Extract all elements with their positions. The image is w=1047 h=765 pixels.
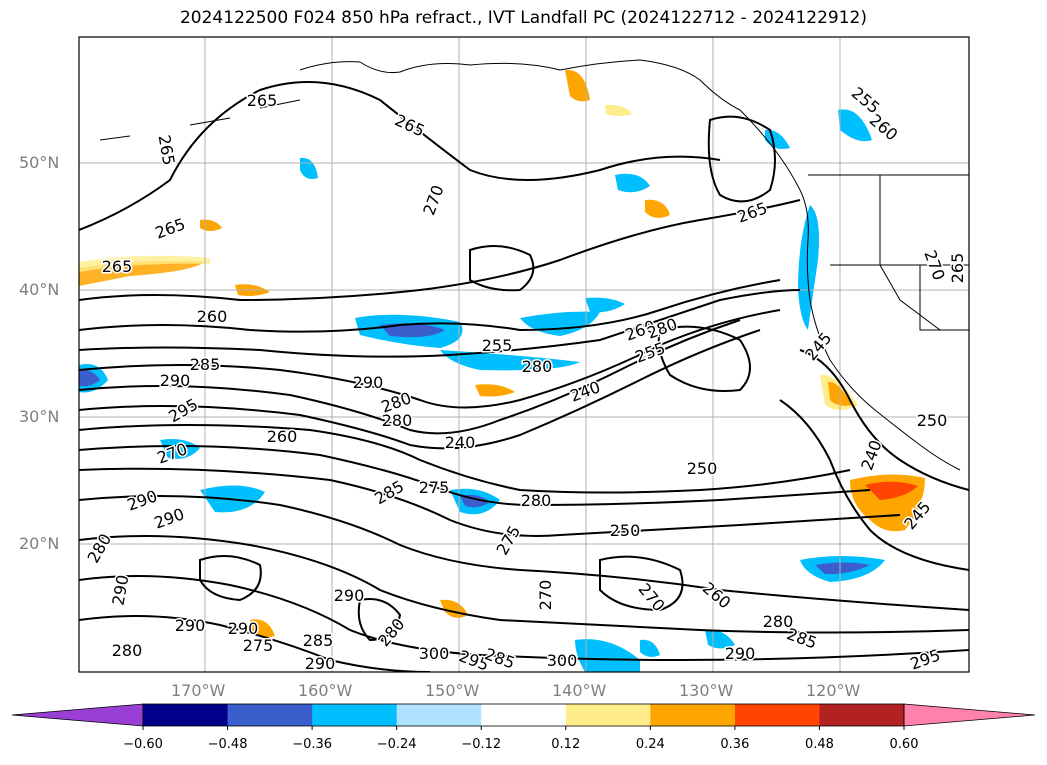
contour-label: 290 xyxy=(108,573,132,606)
contour-lines xyxy=(79,81,969,672)
colorbar-tick-label: 0.24 xyxy=(635,737,665,752)
colorbar-tick-label: 0.48 xyxy=(804,737,834,752)
colorbar-segment xyxy=(143,704,229,726)
contour-label: 265 xyxy=(102,257,133,276)
contour-label: 290 xyxy=(353,373,384,392)
contour-label: 280 xyxy=(382,411,413,430)
contour-label: 275 xyxy=(243,636,274,655)
contour-label: 290 xyxy=(725,644,756,663)
map-border xyxy=(78,36,970,673)
colorbar-tick-label: −0.24 xyxy=(376,737,417,752)
colorbar-segment xyxy=(396,704,482,726)
contour-label: 265 xyxy=(948,253,967,284)
contour-label: 300 xyxy=(547,651,578,670)
colorbar-tick-label: −0.12 xyxy=(461,737,502,752)
contour-label: 280 xyxy=(522,357,553,376)
contour-label: 290 xyxy=(305,654,336,673)
contour-label: 260 xyxy=(197,307,228,326)
map-title: 2024122500 F024 850 hPa refract., IVT La… xyxy=(179,8,867,28)
colorbar-border xyxy=(142,703,905,727)
contour-label: 280 xyxy=(521,491,552,510)
colorbar-tick-label: 0.60 xyxy=(889,737,919,752)
colorbar-tick-label: 0.36 xyxy=(720,737,750,752)
contour-label: 250 xyxy=(610,521,641,540)
colorbar-segment xyxy=(312,704,398,726)
latitude-tick-label: 20°N xyxy=(19,534,60,553)
contour-label: 300 xyxy=(419,644,450,663)
colorbar-segment xyxy=(481,704,567,726)
contour-label: 250 xyxy=(687,459,718,478)
colorbar-tick-label: −0.60 xyxy=(123,737,163,752)
longitude-tick-label: 150°W xyxy=(425,681,480,700)
contour-label: 285 xyxy=(303,631,334,650)
contour-label: 280 xyxy=(112,641,143,660)
longitude-tick-label: 160°W xyxy=(298,681,353,700)
longitude-tick-label: 140°W xyxy=(552,681,607,700)
colorbar-segment xyxy=(734,704,820,726)
latitude-tick-label: 40°N xyxy=(19,280,60,299)
colorbar-segment xyxy=(650,704,736,726)
contour-label: 290 xyxy=(228,619,259,638)
contour-label: 290 xyxy=(175,616,206,635)
longitude-tick-label: 130°W xyxy=(679,681,734,700)
colorbar-tick-label: 0.12 xyxy=(551,737,581,752)
latitude-tick-label: 30°N xyxy=(19,407,60,426)
longitude-tick-label: 120°W xyxy=(806,681,861,700)
contour-label: 290 xyxy=(160,371,191,390)
contour-label: 285 xyxy=(190,355,221,374)
anomaly-shading xyxy=(79,69,925,672)
colorbar-segment xyxy=(227,704,313,726)
contour-label: 280 xyxy=(763,612,794,631)
colorbar-segment xyxy=(819,704,905,726)
colorbar-extend-high xyxy=(903,703,1036,727)
contour-label: 275 xyxy=(419,478,450,497)
colorbar-segment xyxy=(565,704,651,726)
colorbar-tick-label: −0.36 xyxy=(292,737,333,752)
contour-label: 240 xyxy=(445,433,476,452)
colorbar xyxy=(11,703,1036,730)
colorbar-extend-low xyxy=(11,703,144,727)
contour-label: 290 xyxy=(334,586,365,605)
longitude-tick-label: 170°W xyxy=(171,681,226,700)
colorbar-tick-label: −0.48 xyxy=(207,737,248,752)
contour-label: 265 xyxy=(247,91,278,110)
contour-label: 260 xyxy=(267,427,298,446)
latitude-tick-label: 50°N xyxy=(19,153,60,172)
contour-label: 270 xyxy=(536,580,555,611)
contour-label: 255 xyxy=(482,336,513,355)
contour-label: 250 xyxy=(917,411,948,430)
